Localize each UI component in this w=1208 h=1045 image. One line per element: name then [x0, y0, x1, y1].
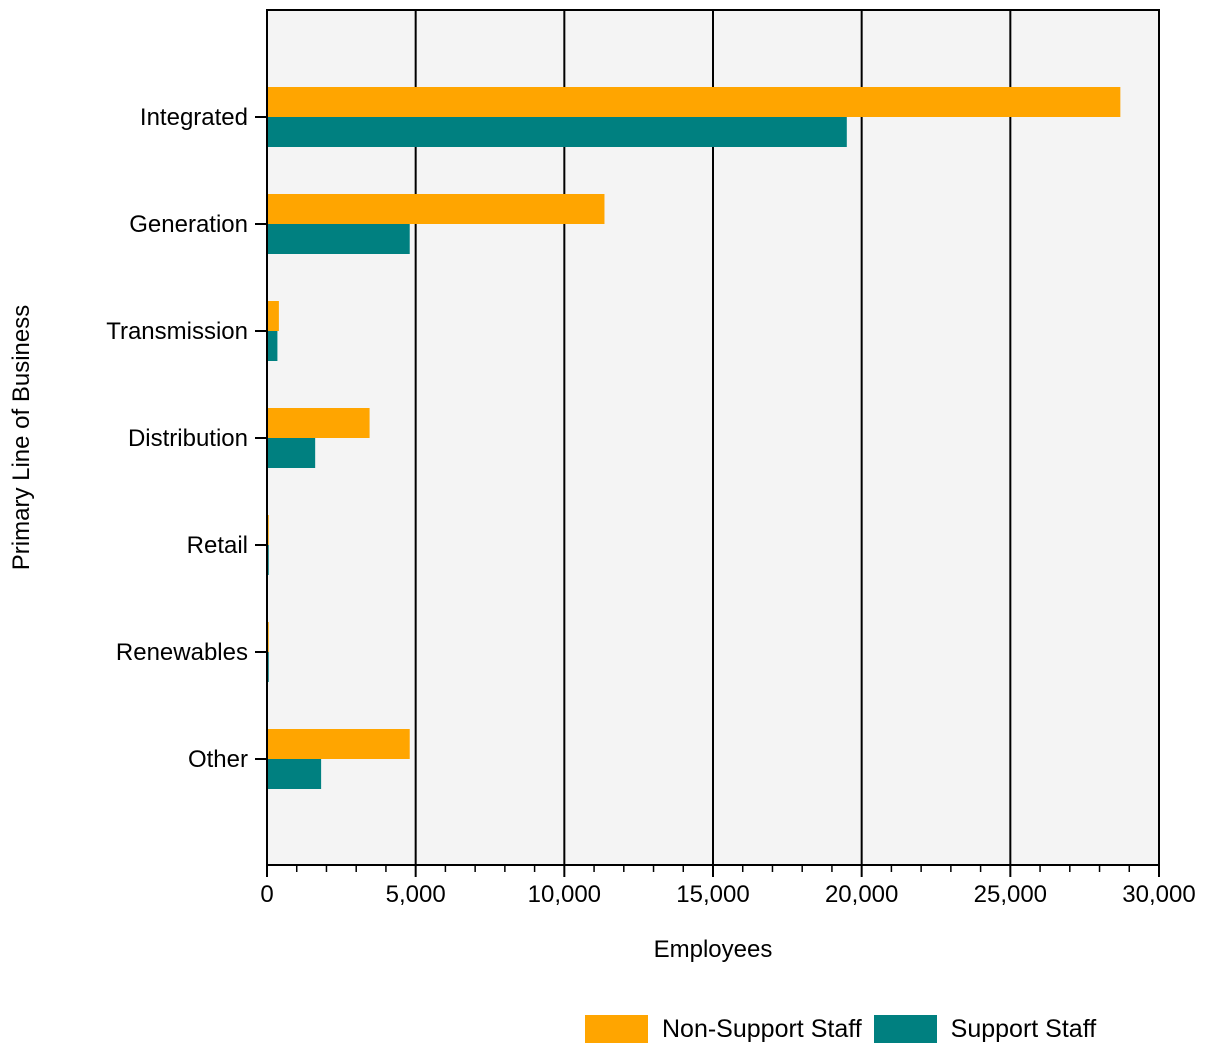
x-tick-label: 25,000: [974, 881, 1047, 908]
legend-swatch-support: [873, 1015, 937, 1043]
bar-transmission-non-support: [267, 301, 279, 331]
legend-item-non-support: Non-Support Staff: [585, 1015, 862, 1044]
x-axis-title: Employees: [654, 936, 773, 963]
legend-item-support: Support Staff: [873, 1014, 1097, 1044]
bar-transmission-support: [267, 331, 278, 361]
y-tick-label: Renewables: [116, 639, 248, 666]
legend-swatch-non-support: [585, 1015, 648, 1043]
y-tick-label: Integrated: [140, 104, 248, 131]
x-tick-label: 30,000: [1122, 881, 1195, 908]
bar-distribution-support: [267, 438, 316, 468]
y-tick-label: Transmission: [106, 318, 248, 345]
y-tick-label: Generation: [129, 211, 248, 238]
y-tick-label: Other: [188, 746, 248, 773]
bar-generation-non-support: [267, 194, 605, 224]
bar-other-support: [267, 759, 322, 789]
x-tick-label: 0: [260, 881, 273, 908]
legend: Non-Support Staff Support Staff: [585, 1013, 1108, 1045]
bar-distribution-non-support: [267, 408, 370, 438]
bar-integrated-non-support: [267, 87, 1121, 117]
x-tick-label: 15,000: [676, 881, 749, 908]
legend-label-support: Support Staff: [950, 1014, 1097, 1043]
x-tick-label: 10,000: [528, 881, 601, 908]
bar-integrated-support: [267, 117, 847, 147]
bars: [267, 87, 1121, 789]
axes: [255, 9, 1160, 877]
y-tick-label: Distribution: [128, 425, 248, 452]
x-tick-label: 20,000: [825, 881, 898, 908]
tick-labels: 0 5,000 10,000 15,000 20,000 25,000 30,000 Inte…: [106, 104, 1196, 908]
bar-other-non-support: [267, 729, 410, 759]
legend-label-non-support: Non-Support Staff: [662, 1014, 862, 1043]
y-axis-title: Primary Line of Business: [8, 305, 35, 570]
bar-generation-support: [267, 224, 410, 254]
y-tick-label: Retail: [187, 532, 248, 559]
x-tick-label: 5,000: [386, 881, 446, 908]
plot-frame: [266, 9, 1160, 866]
